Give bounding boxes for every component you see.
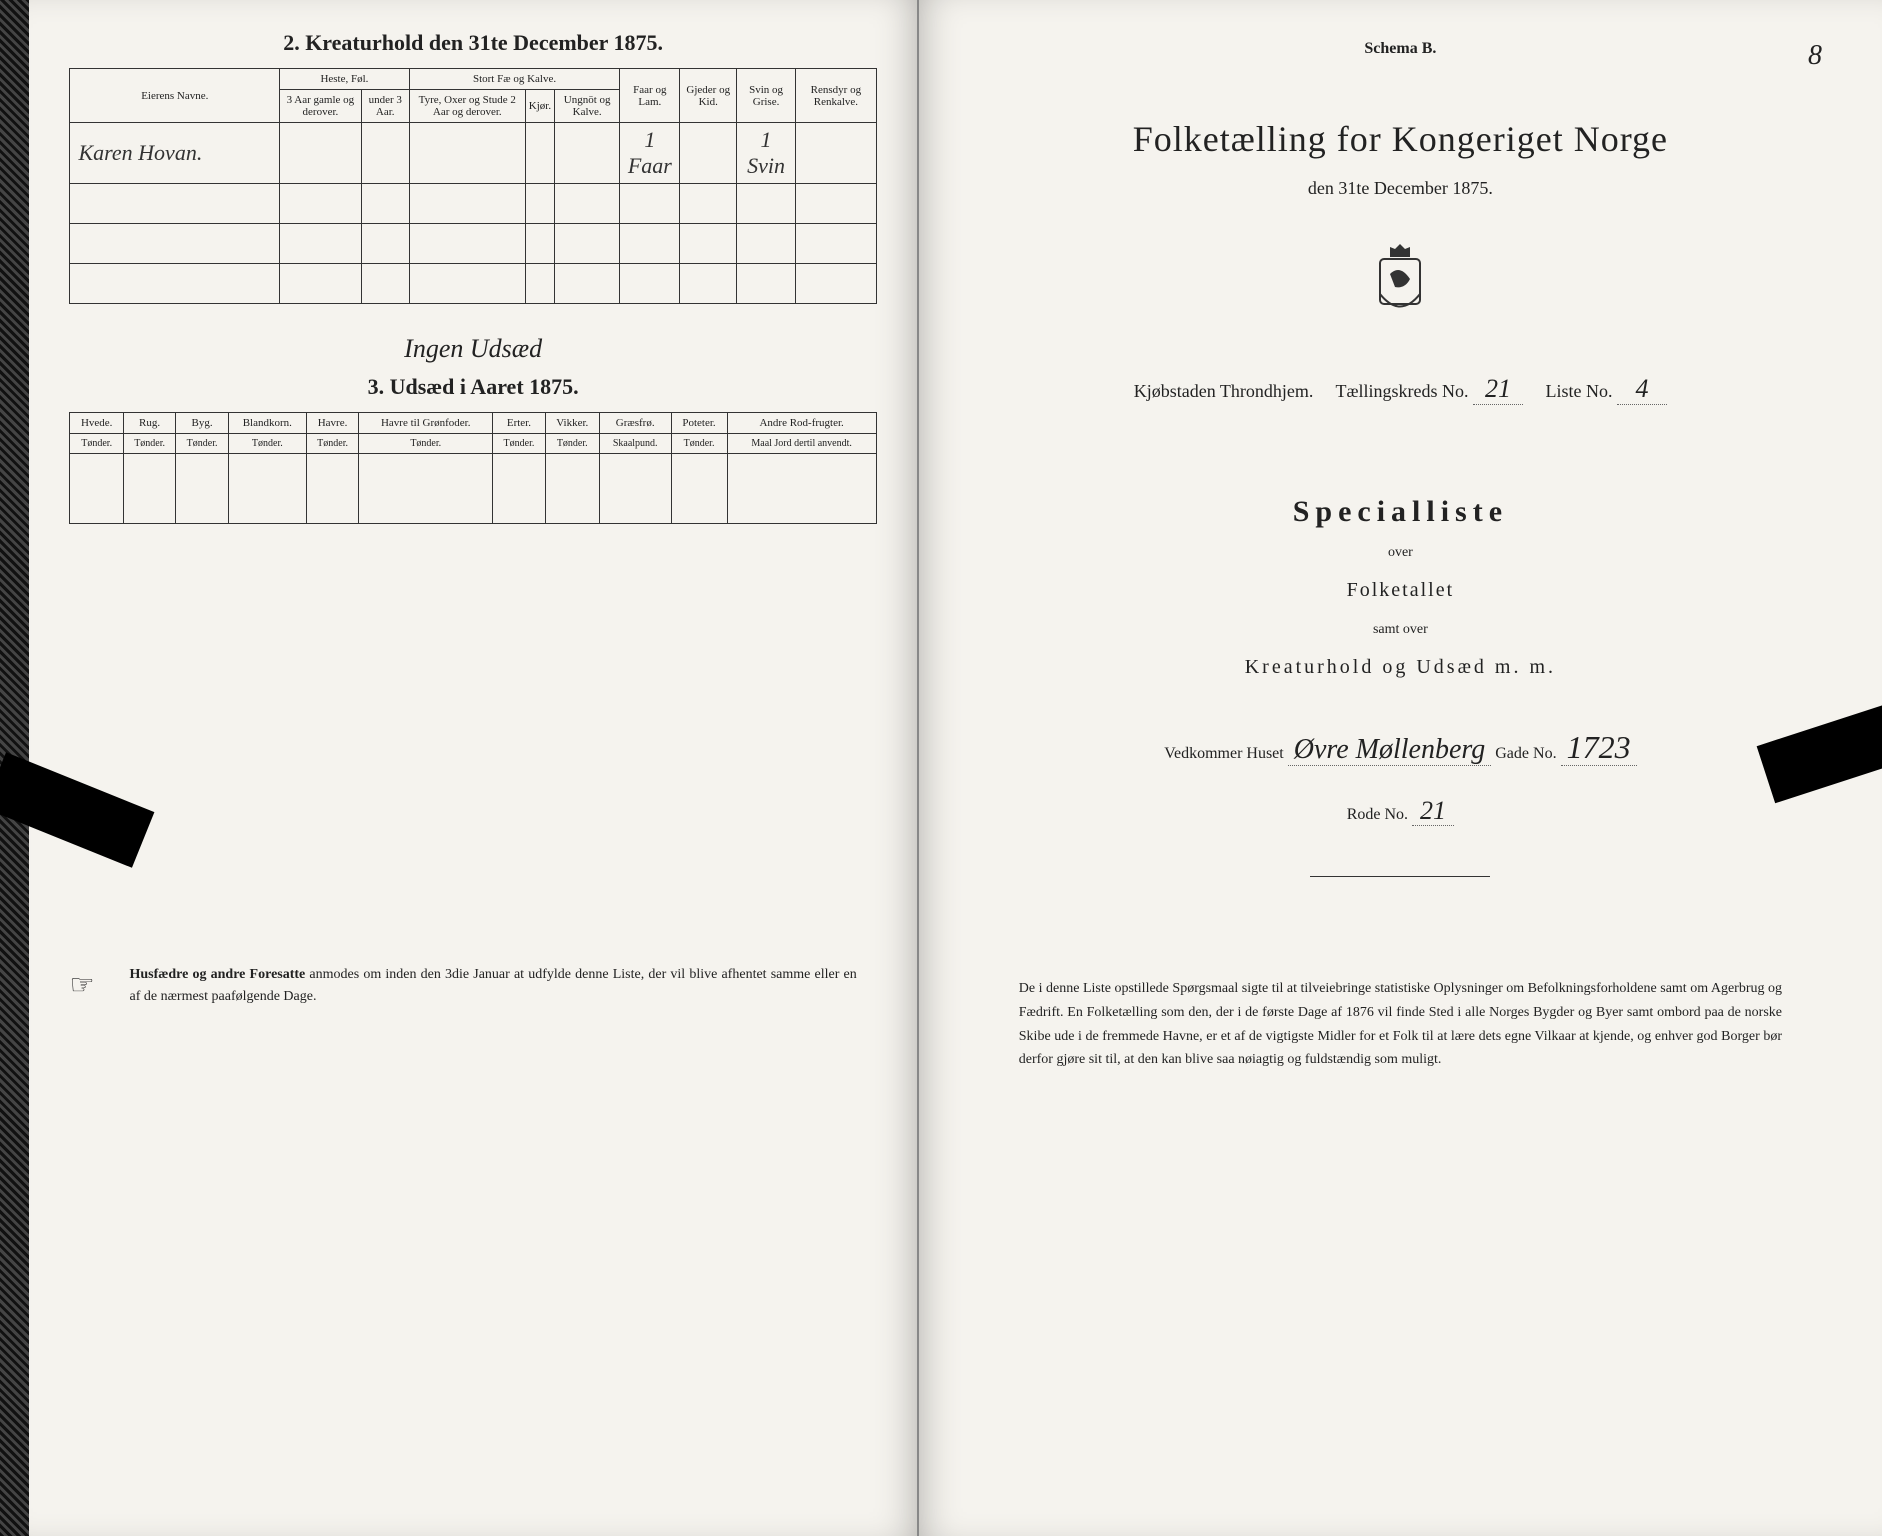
sub: Tønder.	[306, 434, 358, 454]
th: Erter.	[493, 413, 545, 434]
section3-title: 3. Udsæd i Aaret 1875.	[69, 374, 876, 400]
section2-title: 2. Kreaturhold den 31te December 1875.	[69, 30, 876, 56]
coat-of-arms-icon	[1360, 239, 1440, 329]
table-row	[70, 184, 876, 224]
th: Poteter.	[671, 413, 727, 434]
gade-value: 1723	[1561, 729, 1637, 766]
folketallet-label: Folketallet	[959, 579, 1842, 602]
table-row	[70, 264, 876, 304]
table-row	[70, 224, 876, 264]
th: Græsfrø.	[599, 413, 671, 434]
cell-faar: 1 Faar	[620, 123, 680, 184]
th-stort: Stort Fæ og Kalve.	[409, 69, 619, 90]
gade-label: Gade No.	[1495, 745, 1556, 762]
samt-label: samt over	[959, 622, 1842, 638]
specialliste-heading: Specialliste	[959, 495, 1842, 529]
rode-line: Rode No. 21	[959, 796, 1842, 826]
sub: Tønder.	[123, 434, 175, 454]
th-stort-a: Tyre, Oxer og Stude 2 Aar og derover.	[409, 90, 525, 123]
liste-label: Liste No.	[1546, 381, 1613, 401]
sub: Tønder.	[70, 434, 123, 454]
th: Andre Rod-frugter.	[727, 413, 876, 434]
footnote-bold: Husfædre og andre Foresatte	[129, 967, 305, 982]
th: Rug.	[123, 413, 175, 434]
sub: Tønder.	[671, 434, 727, 454]
owner-name: Karen Hovan.	[70, 123, 280, 184]
th-owner: Eierens Navne.	[70, 69, 280, 123]
table-row: Karen Hovan. 1 Faar 1 Svin	[70, 123, 876, 184]
sub: Tønder.	[359, 434, 493, 454]
th-svin: Svin og Grise.	[737, 69, 796, 123]
th: Havre.	[306, 413, 358, 434]
th: Hvede.	[70, 413, 123, 434]
th-faar: Faar og Lam.	[620, 69, 680, 123]
sub: Tønder.	[545, 434, 599, 454]
footnote: ☞ Husfædre og andre Foresatte anmodes om…	[69, 964, 876, 1009]
th-gjeder: Gjeder og Kid.	[680, 69, 737, 123]
th: Vikker.	[545, 413, 599, 434]
over-label: over	[959, 545, 1842, 561]
th: Byg.	[176, 413, 228, 434]
table-row	[70, 454, 876, 524]
street-value: Øvre Møllenberg	[1288, 734, 1492, 766]
th-stort-b: Kjør.	[525, 90, 554, 123]
divider	[1310, 876, 1490, 877]
sub: Tønder.	[176, 434, 228, 454]
sub: Skaalpund.	[599, 434, 671, 454]
sub: Tønder.	[493, 434, 545, 454]
th: Havre til Grønfoder.	[359, 413, 493, 434]
th-stort-c: Ungnöt og Kalve.	[555, 90, 620, 123]
sub: Maal Jord dertil anvendt.	[727, 434, 876, 454]
vedkommer-line: Vedkommer Huset Øvre Møllenberg Gade No.…	[959, 729, 1842, 766]
kreatur-label: Kreaturhold og Udsæd m. m.	[959, 656, 1842, 679]
tkreds-label: Tællingskreds No.	[1336, 381, 1469, 401]
right-page: 8 Schema B. Folketælling for Kongeriget …	[919, 0, 1882, 1536]
tkreds-value: 21	[1473, 374, 1523, 405]
cell-svin: 1 Svin	[737, 123, 796, 184]
pointing-hand-icon: ☞	[69, 964, 94, 1009]
table-header-row: Hvede. Rug. Byg. Blandkorn. Havre. Havre…	[70, 413, 876, 434]
rode-label: Rode No.	[1347, 806, 1408, 823]
city-line: Kjøbstaden Throndhjem. Tællingskreds No.…	[959, 374, 1842, 405]
book-spread: 2. Kreaturhold den 31te December 1875. E…	[0, 0, 1882, 1536]
main-title: Folketælling for Kongeriget Norge	[959, 118, 1842, 160]
page-clip-right	[1757, 697, 1882, 804]
rode-value: 21	[1412, 796, 1454, 826]
seed-table: Hvede. Rug. Byg. Blandkorn. Havre. Havre…	[69, 412, 876, 524]
table-subheader-row: Tønder. Tønder. Tønder. Tønder. Tønder. …	[70, 434, 876, 454]
livestock-table: Eierens Navne. Heste, Føl. Stort Fæ og K…	[69, 68, 876, 304]
center-handwritten-note: Ingen Udsæd	[69, 334, 876, 364]
th-heste-b: under 3 Aar.	[361, 90, 409, 123]
bottom-paragraph: De i denne Liste opstillede Spørgsmaal s…	[1019, 977, 1782, 1072]
schema-label: Schema B.	[959, 40, 1842, 58]
subtitle: den 31te December 1875.	[959, 178, 1842, 199]
liste-value: 4	[1617, 374, 1667, 405]
th: Blandkorn.	[228, 413, 306, 434]
th-rensdyr: Rensdyr og Renkalve.	[796, 69, 877, 123]
left-page: 2. Kreaturhold den 31te December 1875. E…	[29, 0, 918, 1536]
th-heste-a: 3 Aar gamle og derover.	[280, 90, 362, 123]
city-name: Kjøbstaden Throndhjem.	[1134, 381, 1314, 401]
th-heste: Heste, Føl.	[280, 69, 410, 90]
sub: Tønder.	[228, 434, 306, 454]
vedkommer-label: Vedkommer Huset	[1164, 745, 1284, 762]
page-number: 8	[1808, 40, 1822, 72]
